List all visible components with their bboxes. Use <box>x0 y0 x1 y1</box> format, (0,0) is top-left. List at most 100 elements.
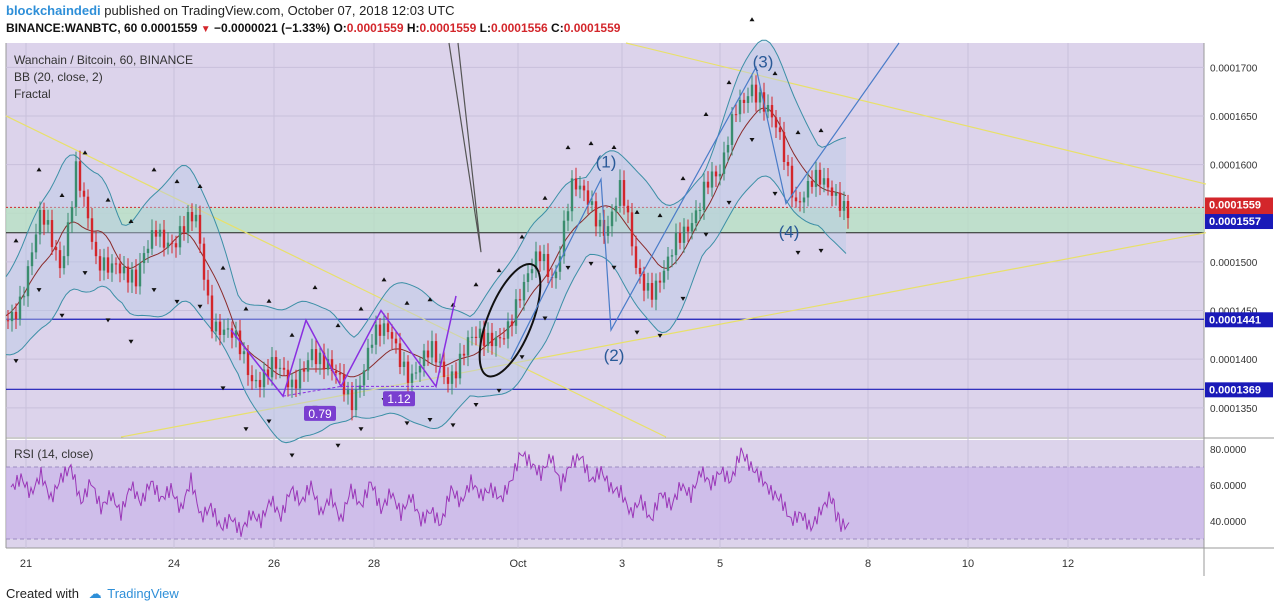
candle-body <box>106 257 110 273</box>
x-tick-label: 28 <box>368 558 380 570</box>
candle-body <box>278 367 282 369</box>
candle-body <box>614 205 618 212</box>
candle-body <box>842 201 846 211</box>
ratio-tag <box>383 391 415 407</box>
candle-body <box>270 357 274 378</box>
pointer-arrow <box>448 42 482 253</box>
rsi-y-tick: 60.0000 <box>1210 481 1247 492</box>
candle-body <box>506 321 510 339</box>
tradingview-logo-icon[interactable]: ☁ <box>88 586 102 601</box>
candle-body <box>330 359 334 372</box>
candle-body <box>758 92 762 103</box>
tradingview-link[interactable]: TradingView <box>107 586 179 601</box>
candle-body <box>126 266 130 283</box>
candle-body <box>478 328 482 338</box>
price-change: −0.0000021 (−1.33%) <box>214 21 331 35</box>
candle-body <box>462 353 466 356</box>
candle-body <box>702 181 706 210</box>
candle-body <box>814 169 818 187</box>
fractal-down-icon <box>358 427 364 432</box>
y-tick-label: 0.0001500 <box>1210 258 1258 269</box>
candle-body <box>306 360 310 372</box>
candle-body <box>98 256 102 271</box>
candle-body <box>610 211 614 227</box>
candle-body <box>782 132 786 162</box>
legend-fractal[interactable]: Fractal <box>14 87 51 101</box>
fractal-down-icon <box>588 261 594 266</box>
fractal-up-icon <box>657 213 663 218</box>
bb-upper <box>5 39 847 338</box>
candle-body <box>642 273 646 291</box>
candle-body <box>10 311 14 322</box>
legend-bb[interactable]: BB (20, close, 2) <box>14 70 103 84</box>
fractal-down-icon <box>634 330 640 335</box>
candle-body <box>378 324 382 336</box>
fractal-down-icon <box>680 296 686 301</box>
y-tick-label: 0.0001650 <box>1210 112 1258 123</box>
publisher-link[interactable]: blockchaindedi <box>6 3 101 18</box>
highlight-ellipse <box>478 263 542 378</box>
candle-body <box>502 338 506 340</box>
legend-title[interactable]: Wanchain / Bitcoin, 60, BINANCE <box>14 53 193 67</box>
candle-body <box>482 328 486 346</box>
candle-body <box>770 105 774 118</box>
bb-lower <box>5 175 847 444</box>
candle-body <box>374 324 378 345</box>
candle-body <box>142 253 146 264</box>
candle-body <box>222 329 226 335</box>
candle-body <box>86 196 90 219</box>
candle-body <box>746 96 750 103</box>
legend-rsi[interactable]: RSI (14, close) <box>14 447 94 461</box>
candle-body <box>694 210 698 224</box>
fractal-up-icon <box>220 265 226 270</box>
fractal-down-icon <box>657 333 663 338</box>
price-tag-label: 0.0001369 <box>1209 384 1261 396</box>
fractal-up-icon <box>634 209 640 214</box>
candle-body <box>326 359 330 370</box>
candle-body <box>234 330 238 338</box>
candle-body <box>94 241 98 257</box>
candle-body <box>102 257 106 271</box>
candle-body <box>538 251 542 262</box>
wave-label: (4) <box>779 223 800 242</box>
fractals <box>13 17 824 458</box>
candle-body <box>318 352 322 365</box>
candle-body <box>554 271 558 279</box>
candle-body <box>766 105 770 112</box>
candle-body <box>574 178 578 190</box>
candle-body <box>310 349 314 361</box>
candle-body <box>362 370 366 386</box>
candle-body <box>130 269 134 283</box>
fractal-up-icon <box>82 150 88 155</box>
fractal-up-icon <box>289 332 295 337</box>
bb-basis <box>5 107 847 378</box>
fractal-up-icon <box>151 167 157 172</box>
y-tick-label: 0.0001400 <box>1210 355 1258 366</box>
candle-body <box>122 266 126 274</box>
fractal-down-icon <box>703 232 709 237</box>
candle-body <box>838 192 842 211</box>
candle-body <box>598 219 602 227</box>
open-label: O: <box>333 21 347 35</box>
fractal-down-icon <box>289 453 295 458</box>
candle-body <box>338 373 342 375</box>
fractal-up-icon <box>312 285 318 290</box>
candle-body <box>350 389 354 411</box>
fractal-up-icon <box>59 193 65 198</box>
candle-body <box>570 178 574 212</box>
fractal-up-icon <box>427 297 433 302</box>
candle-body <box>674 233 678 256</box>
candle-body <box>786 161 790 166</box>
high-label: H: <box>406 21 420 35</box>
candle-body <box>358 385 362 390</box>
close-value: 0.0001559 <box>563 21 621 35</box>
candle-body <box>50 220 54 248</box>
fractal-down-icon <box>59 313 65 318</box>
candle-body <box>138 263 142 287</box>
fractal-up-icon <box>703 111 709 116</box>
candle-body <box>678 233 682 243</box>
close-label: C: <box>551 21 564 35</box>
candle-body <box>254 379 258 382</box>
candle-body <box>522 281 526 301</box>
